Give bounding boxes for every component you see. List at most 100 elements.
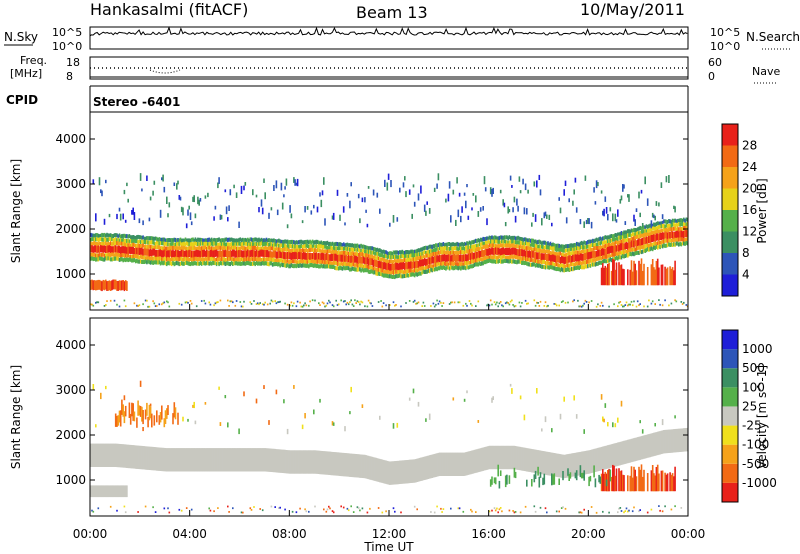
power-band-cell (588, 244, 590, 249)
power-band-cell (548, 242, 551, 247)
velocity-band-cell (685, 428, 688, 452)
power-band-cell (537, 239, 539, 244)
velocity-band-cell (521, 447, 523, 471)
power-near-cell (544, 301, 547, 304)
power-band-cell (103, 253, 106, 258)
power-band-cell (436, 267, 438, 272)
power-band-cell (430, 264, 432, 269)
power-band-cell (681, 241, 684, 246)
power-band-cell (232, 249, 234, 257)
power-late-cell (615, 262, 618, 286)
power-band-cell (453, 242, 456, 247)
power-band-cell (679, 218, 681, 223)
power-band-cell (470, 241, 472, 246)
power-band-cell (441, 254, 443, 262)
power-band-cell (276, 242, 279, 247)
power-band-cell (658, 234, 660, 242)
power-band-cell (477, 247, 480, 251)
power-band-cell (285, 259, 288, 264)
power-band-cell (194, 250, 197, 258)
power-band-cell (488, 243, 491, 248)
power-scatter-cell (350, 182, 352, 187)
velocity-band-cell (604, 445, 607, 470)
power-band-cell (227, 242, 229, 247)
power-band-cell (584, 253, 587, 261)
power-band-cell (129, 238, 132, 243)
power-band-cell (283, 251, 285, 259)
power-band-cell (497, 240, 499, 245)
velocity-late-cell (627, 475, 629, 492)
power-band-cell (152, 245, 154, 250)
velocity-band-cell (122, 444, 124, 468)
power-band-cell (365, 257, 367, 265)
power-band-cell (451, 242, 453, 247)
power-near-cell (279, 300, 281, 303)
power-band-cell (569, 255, 572, 263)
power-band-cell (168, 238, 171, 243)
power-band-cell (278, 251, 280, 259)
power-band-cell (355, 252, 357, 257)
power-band-cell (423, 255, 426, 260)
power-band-cell (194, 237, 197, 242)
power-band-cell (487, 244, 489, 249)
power-band-cell (529, 238, 532, 243)
power-band-cell (354, 267, 356, 272)
power-band-cell (124, 234, 127, 239)
power-band-cell (625, 230, 628, 235)
power-band-cell (159, 256, 162, 261)
power-late-cell (612, 258, 614, 286)
velocity-scatter-cell (238, 428, 240, 435)
power-band-cell (268, 257, 270, 262)
colorbar-frame (721, 123, 739, 297)
power-band-cell (315, 244, 318, 249)
power-band-cell (513, 244, 516, 249)
velocity-green-cell (526, 479, 528, 487)
velocity-band-cell (665, 429, 668, 454)
velocity-band-cell (334, 452, 336, 476)
power-band-cell (496, 244, 498, 249)
power-band-cell (284, 239, 286, 244)
power-band-cell (346, 251, 349, 256)
power-band-cell (546, 249, 548, 254)
power-scatter-cell (192, 196, 194, 202)
power-near-cell (187, 301, 189, 304)
power-band-cell (543, 259, 546, 264)
power-band-cell (270, 251, 273, 259)
power-band-cell (313, 252, 315, 260)
power-scatter-cell (463, 192, 466, 196)
power-band-cell (396, 255, 399, 260)
velocity-early-patch-cell (114, 485, 117, 498)
power-band-cell (649, 227, 651, 232)
power-band-cell (391, 262, 394, 271)
velocity-band-cell (158, 447, 161, 471)
power-late-cell (670, 268, 673, 286)
power-band-cell (238, 237, 240, 242)
power-scatter-cell (585, 219, 588, 225)
velocity-band-cell (494, 445, 497, 470)
velocity-band-cell (291, 450, 294, 474)
power-band-cell (558, 263, 560, 268)
power-band-cell (554, 266, 557, 271)
velocity-scatter-cell (301, 424, 304, 430)
power-band-cell (517, 256, 519, 261)
power-band-cell (271, 243, 274, 248)
power-band-cell (255, 241, 258, 246)
power-band-cell (401, 274, 404, 279)
power-band-cell (300, 244, 303, 249)
velocity-band-cell (673, 429, 675, 453)
velocity-band-cell (482, 447, 484, 471)
power-band-cell (526, 246, 528, 251)
power-band-cell (588, 259, 590, 264)
power-near-cell (301, 305, 304, 308)
power-band-cell (374, 251, 376, 256)
velocity-scatter-cell (132, 417, 134, 421)
power-band-cell (92, 241, 95, 246)
power-band-cell (228, 242, 230, 247)
velocity-band-cell (336, 452, 339, 476)
power-band-cell (233, 257, 235, 262)
power-band-cell (479, 250, 482, 258)
power-band-cell (426, 258, 428, 266)
freq-tick-top: 18 (66, 56, 80, 69)
power-band-cell (436, 246, 438, 251)
